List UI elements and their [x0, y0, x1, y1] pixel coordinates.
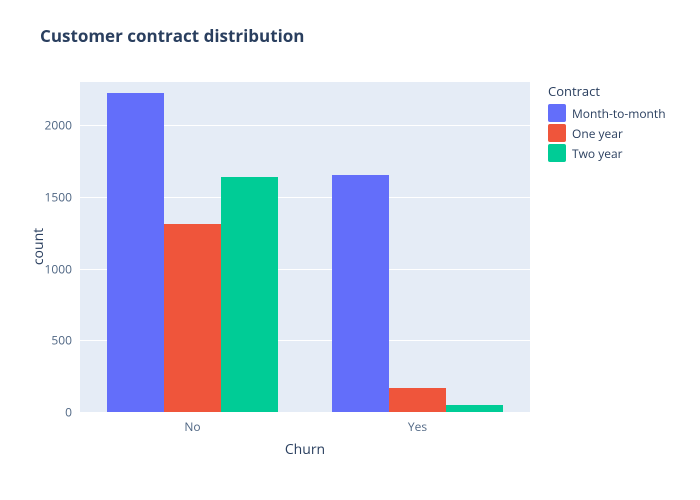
y-tick-label: 1500 [0, 188, 72, 205]
legend-swatch [548, 124, 566, 142]
bar[interactable] [221, 177, 278, 412]
x-tick-label: No [184, 418, 200, 435]
y-axis-label: count [29, 228, 48, 265]
legend-swatch [548, 144, 566, 162]
gridline [80, 412, 530, 413]
legend-item[interactable]: Month-to-month [548, 104, 666, 122]
bar[interactable] [389, 388, 446, 412]
bar[interactable] [332, 175, 389, 412]
y-tick-label: 0 [0, 404, 72, 421]
y-tick-label: 500 [0, 332, 72, 349]
bar[interactable] [107, 93, 164, 412]
legend: Contract Month-to-month One year Two year [548, 82, 666, 162]
legend-item[interactable]: One year [548, 124, 666, 142]
legend-swatch [548, 104, 566, 122]
legend-label: Two year [572, 145, 623, 162]
y-tick-label: 2000 [0, 117, 72, 134]
bar[interactable] [446, 405, 503, 412]
legend-title: Contract [548, 82, 666, 100]
legend-item[interactable]: Two year [548, 144, 666, 162]
chart-container: Customer contract distribution 050010001… [0, 0, 700, 500]
x-axis-label: Churn [285, 440, 325, 459]
chart-title: Customer contract distribution [40, 24, 304, 47]
legend-label: One year [572, 125, 623, 142]
bar[interactable] [164, 224, 221, 412]
plot-area [80, 82, 530, 412]
legend-label: Month-to-month [572, 105, 666, 122]
x-tick-label: Yes [408, 418, 427, 435]
